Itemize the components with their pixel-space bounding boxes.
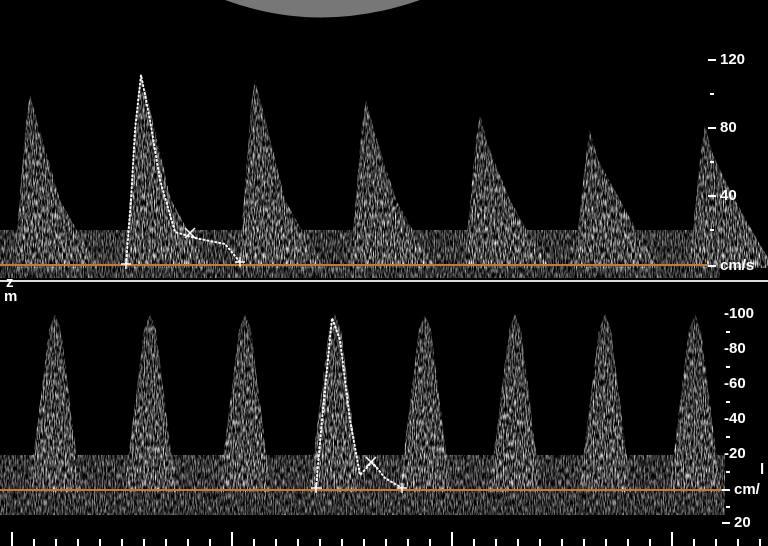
scale-label: -100	[724, 305, 754, 322]
unit-label: cm/s	[720, 257, 754, 274]
scale-label: -40	[724, 410, 746, 427]
scale-label: 80	[720, 119, 737, 136]
fragment-label: m	[4, 288, 17, 305]
doppler-screen: 1208040cm/s-100-80-60-40-20cm/20zml	[0, 0, 768, 546]
fragment-label: l	[760, 461, 764, 478]
unit-label: cm/	[734, 481, 761, 498]
scale-label: 40	[720, 187, 737, 204]
scale-label: 120	[720, 51, 745, 68]
scale-label: -80	[724, 340, 746, 357]
scale-label: -60	[724, 375, 746, 392]
scale-label: 20	[734, 514, 751, 531]
scale-label: -20	[724, 445, 746, 462]
